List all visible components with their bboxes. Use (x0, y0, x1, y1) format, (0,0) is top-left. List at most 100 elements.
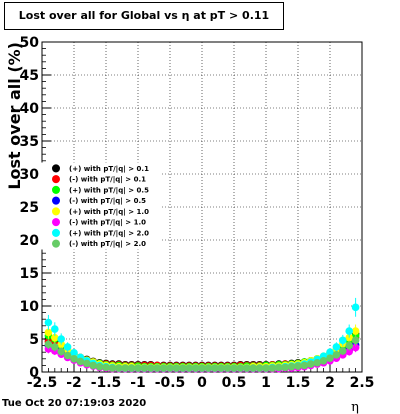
data-point (326, 354, 334, 362)
data-point (281, 363, 290, 372)
data-point (319, 356, 328, 365)
data-point (345, 341, 354, 350)
data-point (185, 364, 193, 372)
data-point (134, 364, 142, 372)
data-point (236, 364, 245, 372)
data-point (51, 343, 59, 351)
data-point (76, 357, 85, 366)
x-tick-label: 1 (261, 375, 271, 391)
legend-marker (52, 196, 60, 205)
data-point (51, 333, 59, 342)
data-point (83, 359, 91, 368)
legend-entry: (-) with pT/|q| > 0.5 (69, 197, 146, 206)
data-point (351, 336, 360, 345)
x-tick-label: -1 (130, 375, 146, 391)
data-point (345, 333, 354, 342)
y-tick-label: 30 (20, 167, 40, 183)
data-points (44, 297, 360, 373)
x-tick-label: 2 (325, 375, 335, 391)
legend-entry: (-) with pT/|q| > 0.1 (69, 176, 146, 185)
data-point (307, 360, 315, 368)
data-point (255, 364, 264, 372)
legend-marker (52, 218, 60, 227)
data-point (140, 364, 149, 372)
legend-marker (52, 185, 60, 194)
legend-entry: (+) with pT/|q| > 0.1 (69, 165, 149, 174)
y-tick-label: 35 (20, 134, 39, 150)
legend-marker (52, 164, 60, 173)
data-point (191, 364, 200, 372)
data-point (57, 347, 65, 356)
data-point (63, 351, 72, 360)
data-point (351, 343, 360, 352)
series-group (44, 334, 360, 372)
legend-entry: (+) with pT/|q| > 1.0 (69, 208, 149, 217)
data-point (351, 327, 360, 335)
data-point (300, 361, 309, 370)
data-point (294, 362, 302, 370)
x-tick-label: -1.5 (91, 375, 122, 391)
data-point (339, 347, 347, 355)
data-point (102, 363, 110, 372)
data-point (345, 327, 354, 335)
y-axis-label: Lost over all (%) (5, 42, 24, 190)
data-point (115, 364, 123, 372)
data-point (351, 303, 360, 312)
y-tick-label: 20 (20, 233, 40, 249)
data-point (262, 364, 270, 372)
data-point (275, 363, 283, 372)
legend-box (41, 162, 161, 250)
data-point (230, 364, 238, 372)
data-point (204, 364, 213, 372)
data-point (95, 362, 104, 371)
data-point (223, 364, 232, 372)
data-point (332, 351, 341, 359)
data-point (44, 318, 53, 327)
data-point (121, 364, 129, 372)
x-tick-label: -2.5 (27, 375, 58, 391)
data-point (63, 343, 72, 351)
data-point (70, 349, 78, 357)
legend-entry: (+) with pT/|q| > 0.5 (69, 186, 149, 195)
y-tick-label: 10 (20, 299, 40, 315)
y-tick-label: 5 (29, 332, 39, 348)
data-point (166, 364, 174, 372)
data-point (153, 364, 161, 372)
data-point (326, 348, 334, 357)
legend-entry: (-) with pT/|q| > 2.0 (69, 240, 146, 249)
data-point (268, 364, 277, 372)
data-point (51, 325, 59, 333)
y-tick-label: 0 (29, 365, 39, 381)
legend: (+) with pT/|q| > 0.1 (-) with pT/|q| > 0… (41, 162, 161, 250)
tick-labels: -2.5 -2 -1.5 -1 -0.5 0 0.5 1 1.5 2 2.5 0 5 10 15 20 25 30… (20, 35, 375, 391)
legend-entry: (+) with pT/|q| > 2.0 (69, 229, 149, 238)
chart-title: Lost over all for Global vs η at pT > 0.… (4, 2, 284, 30)
data-point (198, 364, 206, 372)
x-tick-label: 0.5 (222, 375, 247, 391)
x-tick-label: -0.5 (155, 375, 186, 391)
x-tick-label: 2.5 (350, 375, 375, 391)
data-point (345, 347, 354, 356)
data-point (313, 358, 322, 367)
x-axis-label: η (351, 400, 359, 414)
y-tick-label: 50 (20, 35, 40, 51)
data-point (70, 355, 78, 363)
data-point (147, 364, 155, 372)
y-tick-label: 25 (20, 200, 39, 216)
legend-marker (52, 239, 60, 248)
y-tick-label: 40 (20, 101, 40, 117)
data-point (249, 364, 257, 372)
legend-marker (52, 175, 60, 184)
data-point (172, 364, 181, 372)
data-point (211, 364, 219, 372)
data-point (159, 364, 168, 372)
data-point (287, 362, 296, 371)
data-point (44, 340, 53, 349)
y-tick-label: 15 (20, 266, 39, 282)
data-point (339, 336, 347, 345)
timestamp: Tue Oct 20 07:19:03 2020 (2, 398, 147, 409)
data-point (44, 328, 53, 337)
data-point (179, 364, 187, 372)
data-point (332, 343, 341, 351)
